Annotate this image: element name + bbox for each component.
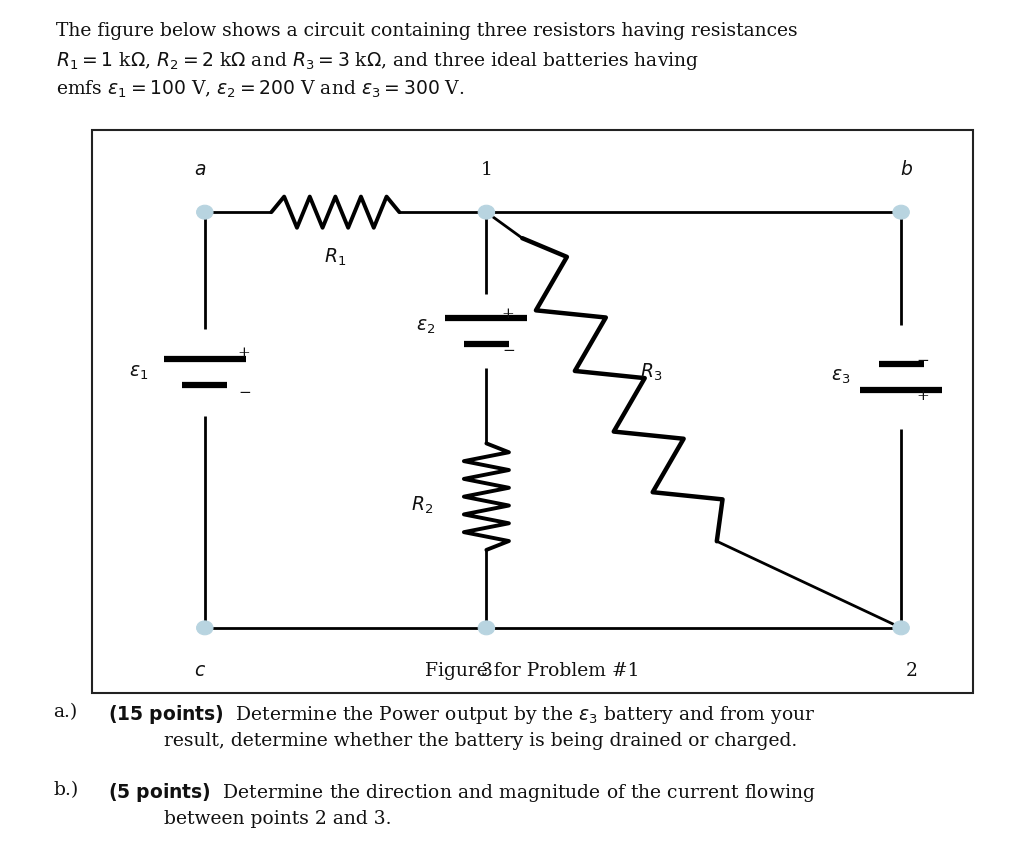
Text: $R_3$: $R_3$ — [640, 362, 663, 383]
Circle shape — [478, 205, 495, 219]
Text: $\varepsilon_1$: $\varepsilon_1$ — [129, 363, 148, 382]
Text: b.): b.) — [53, 781, 79, 799]
Text: 2: 2 — [905, 662, 918, 681]
Text: between points 2 and 3.: between points 2 and 3. — [164, 810, 391, 828]
Circle shape — [893, 621, 909, 635]
Text: +: + — [916, 389, 929, 403]
Text: $\bf{(15\ points)}$  Determine the Power output by the $\varepsilon_3$ battery a: $\bf{(15\ points)}$ Determine the Power … — [108, 703, 815, 727]
Text: 3: 3 — [480, 662, 493, 681]
Text: $R_1$: $R_1$ — [325, 247, 346, 268]
Text: $c$: $c$ — [194, 662, 206, 681]
Text: $R_1 = 1$ k$\Omega$, $R_2 = 2$ k$\Omega$ and $R_3 = 3$ k$\Omega$, and three idea: $R_1 = 1$ k$\Omega$, $R_2 = 2$ k$\Omega$… — [56, 50, 699, 72]
Text: $b$: $b$ — [900, 160, 912, 179]
Text: $\varepsilon_3$: $\varepsilon_3$ — [830, 367, 850, 386]
Text: $\bf{(5\ points)}$  Determine the direction and magnitude of the current flowing: $\bf{(5\ points)}$ Determine the directi… — [108, 781, 815, 805]
Text: emfs $\varepsilon_1 = 100$ V, $\varepsilon_2 = 200$ V and $\varepsilon_3 = 300$ : emfs $\varepsilon_1 = 100$ V, $\varepsil… — [56, 79, 465, 100]
Text: 1: 1 — [480, 161, 493, 179]
Text: $-$: $-$ — [502, 341, 515, 356]
Text: Figure for Problem #1: Figure for Problem #1 — [425, 662, 640, 680]
Circle shape — [197, 621, 213, 635]
Circle shape — [893, 205, 909, 219]
Text: $R_2$: $R_2$ — [411, 494, 433, 516]
Text: $a$: $a$ — [194, 161, 206, 179]
Text: $-$: $-$ — [916, 352, 930, 366]
Circle shape — [478, 621, 495, 635]
Text: +: + — [502, 307, 514, 321]
Circle shape — [197, 205, 213, 219]
Text: result, determine whether the battery is being drained or charged.: result, determine whether the battery is… — [164, 732, 797, 750]
Text: a.): a.) — [53, 703, 78, 721]
Text: The figure below shows a circuit containing three resistors having resistances: The figure below shows a circuit contain… — [56, 22, 798, 40]
Text: $\varepsilon_2$: $\varepsilon_2$ — [416, 318, 435, 336]
Text: $-$: $-$ — [238, 385, 251, 398]
Text: +: + — [238, 346, 250, 360]
